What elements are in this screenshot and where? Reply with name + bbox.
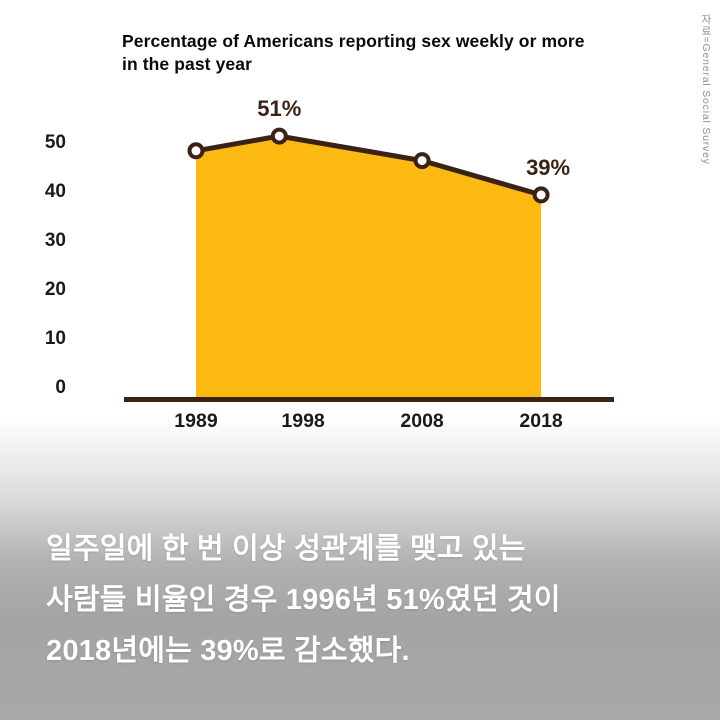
y-tick-30: 30	[45, 230, 66, 251]
y-tick-0: 0	[55, 377, 66, 398]
caption: 일주일에 한 번 이상 성관계를 맺고 있는 사람들 비율인 경우 1996년 …	[46, 524, 561, 677]
y-tick-10: 10	[45, 328, 66, 349]
area-fill	[196, 136, 542, 397]
x-tick-1989: 1989	[174, 410, 218, 432]
caption-line-3: 2018년에는 39%로 감소했다.	[46, 635, 410, 667]
y-tick-20: 20	[45, 279, 66, 300]
chart-title-line-1: Percentage of Americans reporting sex we…	[122, 31, 585, 51]
caption-line-2: 사람들 비율인 경우 1996년 51%였던 것이	[46, 584, 561, 616]
area-chart: 0 10 20 30 40 50 1989 1998 2008 2018 51% 39%	[45, 96, 614, 432]
x-tick-1998: 1998	[281, 410, 325, 432]
data-point-2018	[532, 186, 550, 204]
caption-line-1: 일주일에 한 번 이상 성관계를 맺고 있는	[46, 533, 526, 565]
data-point-1996	[270, 127, 288, 145]
y-tick-40: 40	[45, 181, 66, 202]
annotation-2018: 39%	[526, 155, 570, 180]
trend-line	[193, 133, 544, 198]
data-point-1989	[187, 142, 205, 160]
y-tick-50: 50	[45, 132, 66, 153]
x-tick-2018: 2018	[519, 410, 563, 432]
source-note: 자료=General Social Survey	[700, 14, 712, 165]
annotation-1996: 51%	[257, 96, 301, 121]
chart-title: Percentage of Americans reporting sex we…	[122, 30, 642, 76]
x-tick-2008: 2008	[400, 410, 444, 432]
data-point-2008	[413, 152, 431, 170]
chart-title-line-2: in the past year	[122, 54, 252, 74]
